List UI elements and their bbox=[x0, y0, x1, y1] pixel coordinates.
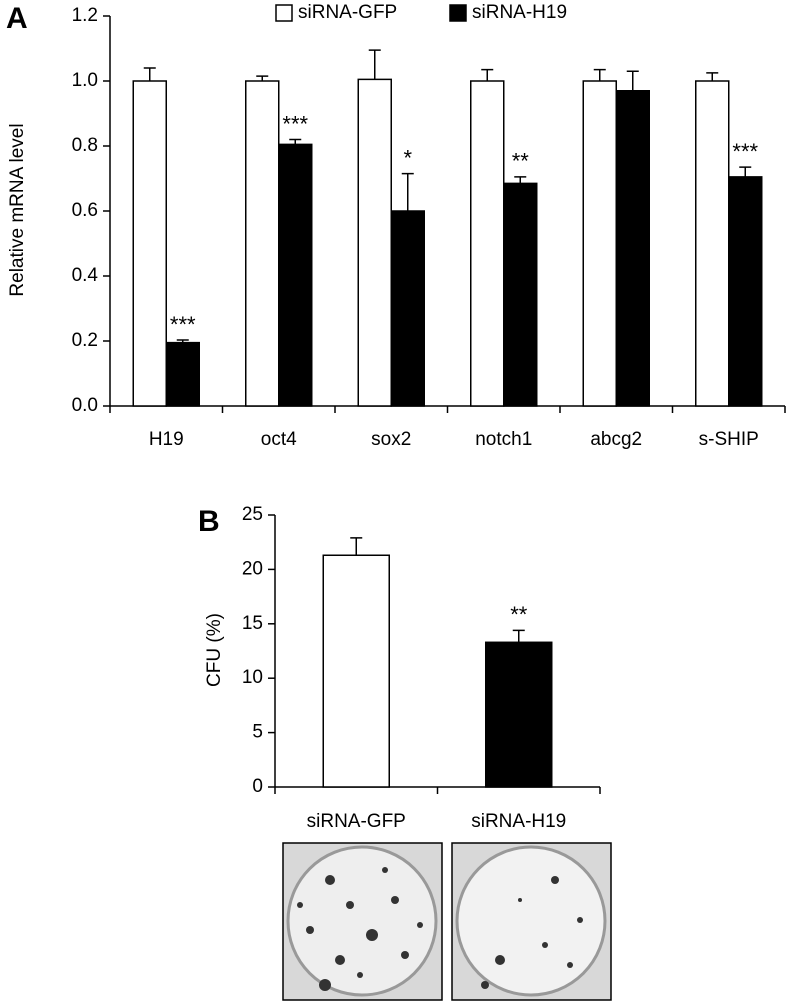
error-bar bbox=[256, 75, 269, 81]
colony-photos bbox=[282, 842, 612, 1001]
bar bbox=[615, 90, 650, 407]
y-tick-label: 0.4 bbox=[72, 265, 99, 286]
dish bbox=[455, 845, 607, 997]
x-tick-label: oct4 bbox=[261, 429, 297, 450]
significance-label: ** bbox=[510, 602, 528, 627]
bar bbox=[485, 641, 553, 788]
x-tick-label: s-SHIP bbox=[699, 429, 759, 450]
x-tick-label: siRNA-H19 bbox=[471, 811, 566, 832]
error-bar bbox=[739, 166, 752, 177]
error-bar bbox=[512, 629, 525, 643]
y-tick-label: 0.6 bbox=[72, 200, 98, 221]
colonies bbox=[481, 876, 583, 989]
y-tick-label: 1.0 bbox=[72, 70, 98, 91]
significance-label: * bbox=[403, 145, 412, 170]
bar bbox=[503, 182, 538, 407]
bar bbox=[245, 80, 280, 407]
bar bbox=[278, 143, 313, 407]
error-bar bbox=[143, 67, 156, 81]
bar bbox=[322, 554, 390, 788]
y-tick-label: 25 bbox=[242, 504, 263, 525]
x-tick-label: siRNA-GFP bbox=[307, 811, 406, 832]
y-tick-label: 1.2 bbox=[72, 5, 98, 26]
y-tick-label: 0.2 bbox=[72, 330, 98, 351]
dish bbox=[286, 845, 438, 997]
x-tick-label: H19 bbox=[149, 429, 184, 450]
error-bar bbox=[481, 68, 494, 81]
panel-label: A bbox=[6, 2, 28, 35]
error-bar bbox=[514, 176, 527, 184]
bar bbox=[357, 78, 392, 407]
bar bbox=[695, 80, 730, 407]
y-tick-label: 0 bbox=[252, 776, 263, 797]
significance-label: *** bbox=[282, 111, 308, 136]
error-bar bbox=[289, 138, 302, 145]
bar bbox=[132, 80, 167, 407]
error-bar bbox=[706, 72, 719, 81]
y-tick-label: 0.0 bbox=[72, 395, 98, 416]
bar bbox=[582, 80, 617, 407]
legend-label: siRNA-H19 bbox=[472, 2, 567, 23]
error-bar bbox=[626, 70, 639, 91]
colonies bbox=[297, 867, 423, 991]
y-tick-label: 0.8 bbox=[72, 135, 98, 156]
bar bbox=[390, 210, 425, 407]
panel-label: B bbox=[198, 505, 220, 538]
x-tick-label: sox2 bbox=[371, 429, 411, 450]
legend-swatch bbox=[449, 4, 467, 22]
y-axis-label: Relative mRNA level bbox=[7, 123, 28, 296]
significance-label: ** bbox=[512, 149, 530, 174]
legend-swatch bbox=[275, 4, 293, 22]
y-tick-label: 15 bbox=[242, 613, 263, 634]
error-bar bbox=[401, 172, 414, 211]
y-tick-label: 5 bbox=[252, 722, 263, 743]
y-axis-label: CFU (%) bbox=[204, 613, 225, 687]
legend-label: siRNA-GFP bbox=[298, 2, 397, 23]
x-tick-label: abcg2 bbox=[590, 429, 642, 450]
error-bar bbox=[350, 537, 363, 556]
significance-label: *** bbox=[732, 139, 758, 164]
bar bbox=[728, 176, 763, 407]
error-bar bbox=[368, 49, 381, 80]
bar bbox=[470, 80, 505, 407]
y-tick-label: 10 bbox=[242, 667, 263, 688]
significance-label: *** bbox=[170, 312, 196, 337]
error-bar bbox=[593, 68, 606, 81]
bar bbox=[165, 341, 200, 407]
x-tick-label: notch1 bbox=[475, 429, 532, 450]
error-bar bbox=[176, 339, 189, 343]
y-tick-label: 20 bbox=[242, 558, 263, 579]
